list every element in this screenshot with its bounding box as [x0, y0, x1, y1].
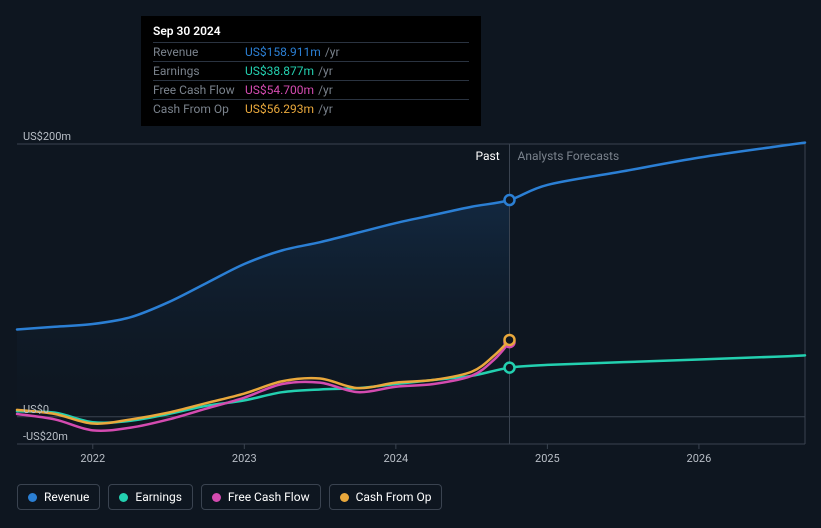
chart-tooltip: Sep 30 2024 RevenueUS$158.911m/yrEarning… [141, 16, 481, 126]
tooltip-row-suffix: /yr [318, 102, 333, 116]
tooltip-row-suffix: /yr [318, 83, 333, 97]
x-axis-label: 2022 [80, 452, 105, 465]
tooltip-row-label: Cash From Op [153, 102, 245, 116]
tooltip-row-value: US$56.293m [245, 102, 314, 116]
legend-dot-icon [119, 493, 128, 502]
tooltip-row-value: US$54.700m [245, 83, 314, 97]
x-axis-label: 2023 [232, 452, 257, 465]
legend-item-label: Free Cash Flow [228, 490, 310, 504]
tooltip-row-value: US$158.911m [245, 45, 321, 59]
chart-legend: Revenue Earnings Free Cash Flow Cash From O… [17, 484, 442, 510]
legend-dot-icon [340, 493, 349, 502]
legend-item-label: Cash From Op [356, 490, 432, 504]
tooltip-row: Free Cash FlowUS$54.700m/yr [153, 80, 469, 99]
legend-item-label: Earnings [135, 490, 182, 504]
tooltip-row-label: Free Cash Flow [153, 83, 245, 97]
tooltip-row: RevenueUS$158.911m/yr [153, 42, 469, 61]
legend-dot-icon [212, 493, 221, 502]
y-axis-label: -US$20m [23, 430, 68, 443]
y-axis-label: US$0 [23, 403, 49, 416]
region-label-past: Past [476, 149, 500, 163]
tooltip-row: Cash From OpUS$56.293m/yr [153, 99, 469, 118]
legend-item-cash-from-op[interactable]: Cash From Op [329, 484, 443, 510]
legend-dot-icon [28, 493, 37, 502]
tooltip-row-label: Earnings [153, 64, 245, 78]
tooltip-row-label: Revenue [153, 45, 245, 59]
region-label-forecast: Analysts Forecasts [518, 149, 620, 163]
legend-item-label: Revenue [44, 490, 89, 504]
tooltip-row-value: US$38.877m [245, 64, 314, 78]
x-axis-label: 2026 [687, 452, 712, 465]
tooltip-date: Sep 30 2024 [153, 24, 469, 42]
tooltip-row: EarningsUS$38.877m/yr [153, 61, 469, 80]
tooltip-row-suffix: /yr [325, 45, 340, 59]
tooltip-row-suffix: /yr [318, 64, 333, 78]
x-axis-label: 2025 [535, 452, 560, 465]
legend-item-revenue[interactable]: Revenue [17, 484, 100, 510]
x-axis-label: 2024 [383, 452, 408, 465]
y-axis-label: US$200m [23, 130, 71, 143]
legend-item-earnings[interactable]: Earnings [108, 484, 193, 510]
legend-item-free-cash-flow[interactable]: Free Cash Flow [201, 484, 321, 510]
